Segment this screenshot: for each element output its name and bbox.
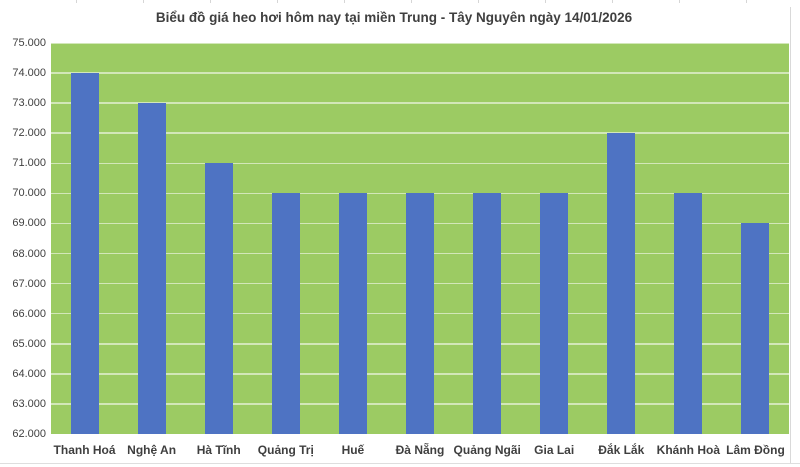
- x-axis-label: Lâm Đồng: [726, 443, 785, 457]
- x-axis-label: Nghệ An: [127, 443, 177, 457]
- x-axis-label: Đắk Lắk: [598, 443, 645, 457]
- bar: [137, 103, 166, 434]
- gridline: [51, 72, 789, 74]
- y-axis-tick-label: 66.000: [12, 307, 46, 320]
- x-axis-label: Khánh Hoà: [656, 443, 721, 457]
- gridline: [51, 162, 789, 165]
- x-axis-label: Huế: [341, 443, 365, 457]
- chart-title: Biểu đồ giá heo hơi hôm nay tại miền Tru…: [155, 10, 633, 25]
- gridline: [51, 132, 789, 134]
- y-axis-tick-label: 64.000: [12, 367, 46, 380]
- bar: [607, 133, 636, 434]
- y-axis-tick-label: 62.000: [12, 428, 46, 440]
- bar: [204, 163, 233, 434]
- y-axis-tick-label: 69.000: [12, 217, 46, 230]
- x-axis-label: Gia Lai: [534, 443, 575, 457]
- chart-right-border: [790, 7, 791, 464]
- bar: [70, 73, 99, 434]
- y-axis-tick-label: 71.000: [12, 157, 46, 170]
- plot-area: [51, 42, 789, 434]
- bar: [271, 193, 300, 434]
- y-axis-tick-label: 75.000: [12, 37, 46, 49]
- x-axis-label: Quảng Ngãi: [453, 443, 521, 457]
- y-axis-tick-label: 72.000: [12, 127, 46, 140]
- x-axis-label: Thanh Hoá: [53, 443, 116, 457]
- y-axis-tick-label: 65.000: [12, 337, 46, 350]
- y-axis-tick-label: 74.000: [12, 67, 46, 80]
- gridline: [51, 42, 789, 44]
- bar: [406, 193, 434, 434]
- spreadsheet-gridline-stubs: [0, 0, 800, 3]
- bar: [473, 193, 502, 434]
- y-axis-tick-label: 63.000: [12, 397, 46, 410]
- gridline: [51, 192, 789, 195]
- x-axis-label: Đà Nẵng: [395, 443, 445, 457]
- bar: [674, 193, 703, 434]
- x-axis-label: Quảng Trị: [257, 443, 314, 457]
- bar: [338, 193, 367, 434]
- chart-bottom-border: [0, 463, 800, 464]
- y-axis-tick-label: 68.000: [12, 247, 46, 260]
- y-axis-tick-label: 67.000: [12, 277, 46, 290]
- x-axis-label: Hà Tĩnh: [196, 443, 241, 457]
- gridline: [51, 102, 789, 104]
- bar: [540, 193, 569, 434]
- bar: [741, 223, 770, 434]
- y-axis-tick-label: 70.000: [12, 187, 46, 200]
- y-axis-tick-label: 73.000: [12, 97, 46, 110]
